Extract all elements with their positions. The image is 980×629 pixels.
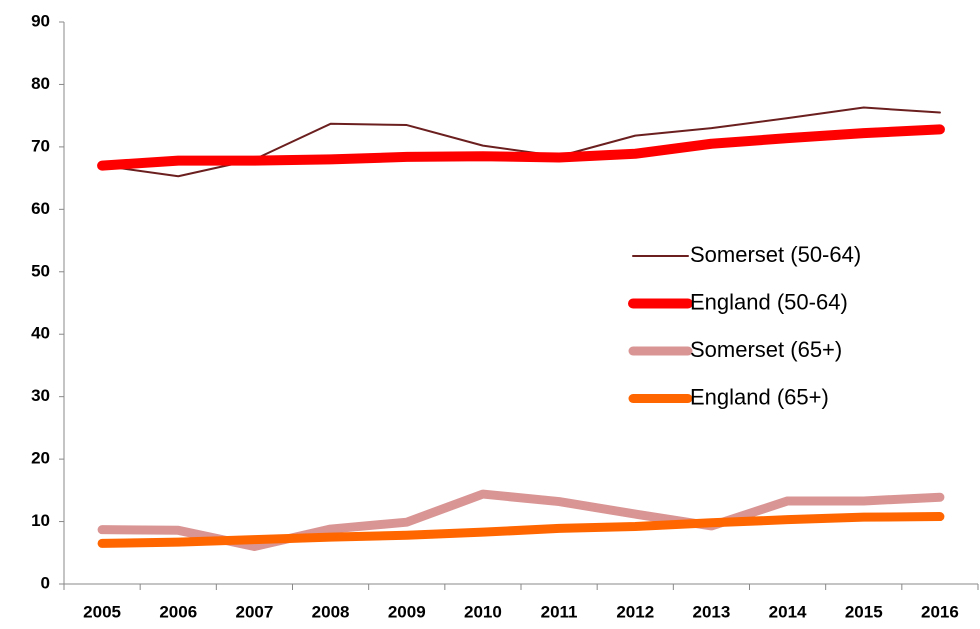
y-tick-label: 0 xyxy=(41,573,50,592)
legend-label: Somerset (65+) xyxy=(690,337,842,362)
series-line xyxy=(101,106,941,178)
x-tick-label: 2005 xyxy=(83,602,121,621)
x-tick-label: 2015 xyxy=(845,602,883,621)
x-tick-label: 2014 xyxy=(769,602,807,621)
x-tick-label: 2012 xyxy=(616,602,654,621)
y-tick-label: 90 xyxy=(31,11,50,30)
y-tick-label: 20 xyxy=(31,449,50,468)
x-tick-label: 2007 xyxy=(236,602,274,621)
y-tick-label: 80 xyxy=(31,74,50,93)
y-tick-label: 30 xyxy=(31,386,50,405)
x-tick-label: 2009 xyxy=(388,602,426,621)
legend-label: England (50-64) xyxy=(690,289,848,314)
y-tick-label: 40 xyxy=(31,324,50,343)
x-tick-label: 2016 xyxy=(921,602,959,621)
y-tick-label: 50 xyxy=(31,261,50,280)
series-line xyxy=(97,124,945,171)
y-tick-label: 10 xyxy=(31,511,50,530)
x-tick-label: 2006 xyxy=(159,602,197,621)
y-tick-label: 60 xyxy=(31,199,50,218)
y-tick-label: 70 xyxy=(31,136,50,155)
x-tick-label: 2011 xyxy=(541,602,578,621)
x-tick-label: 2008 xyxy=(312,602,350,621)
legend-label: England (65+) xyxy=(690,384,829,409)
legend-label: Somerset (50-64) xyxy=(690,242,861,267)
series-line xyxy=(97,512,945,548)
x-tick-label: 2013 xyxy=(693,602,731,621)
x-tick-label: 2010 xyxy=(464,602,502,621)
